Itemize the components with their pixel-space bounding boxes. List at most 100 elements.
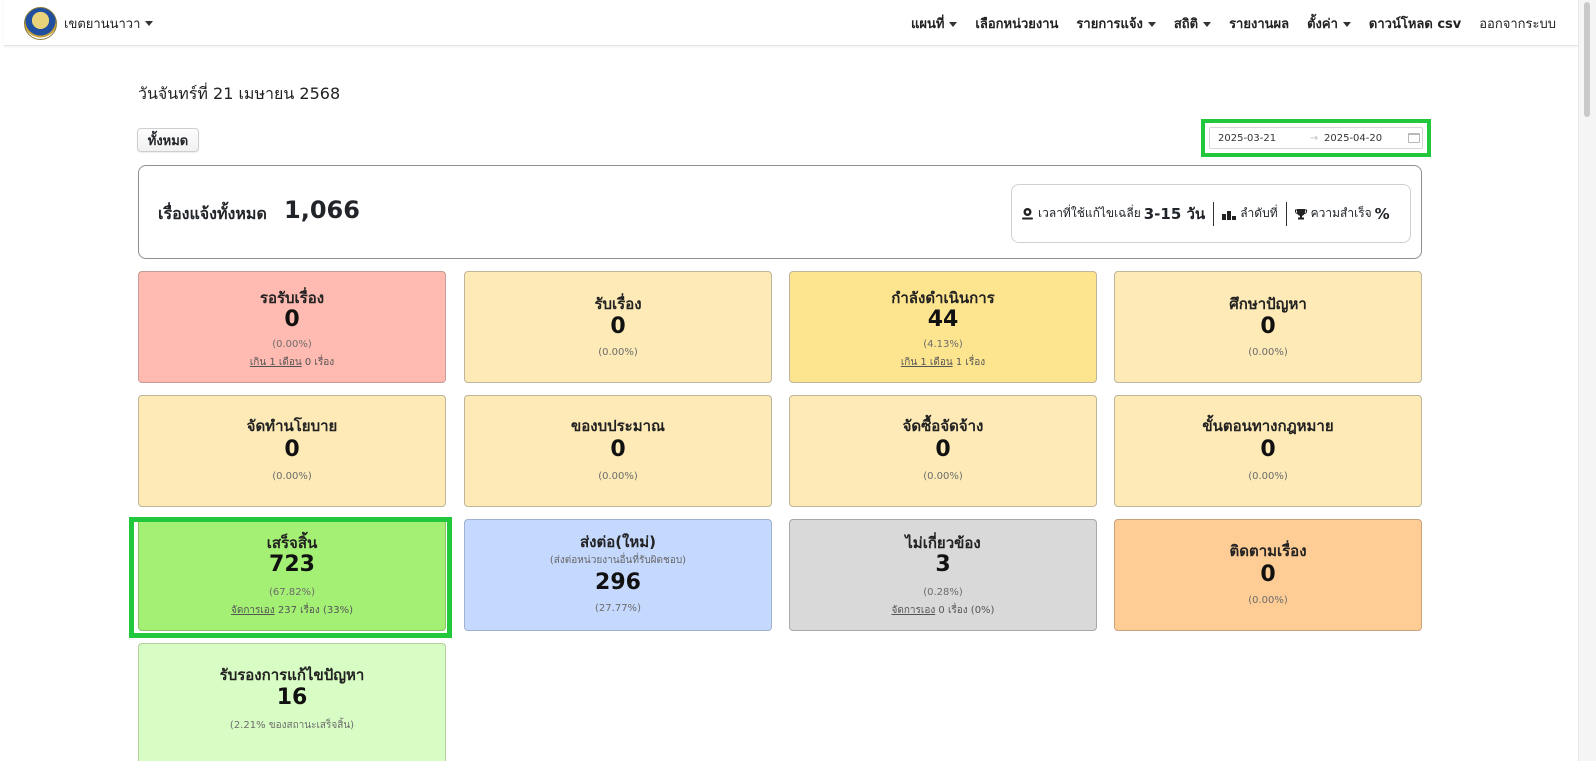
nav-item-logout[interactable]: ออกจากระบบ <box>1479 13 1556 34</box>
card-budget-pct: (0.00%) <box>598 471 638 482</box>
nav-item-reports-list-label: รายการแจ้ง <box>1076 16 1143 32</box>
card-procure-value: 0 <box>935 437 951 462</box>
nav-item-reports-list[interactable]: รายการแจ้ง <box>1076 13 1156 34</box>
self-managed-link[interactable]: จัดการเอง <box>230 605 275 616</box>
card-procure[interactable]: จัดซื้อจัดจ้าง 0 (0.00%) <box>789 395 1097 507</box>
avg-time-label: เวลาที่ใช้แก้ไขเฉลี่ย <box>1038 206 1141 220</box>
nav-item-results-label: รายงานผล <box>1229 16 1290 32</box>
card-forwarded-title: ส่งต่อ(ใหม่) <box>579 533 657 551</box>
nav-item-download-csv[interactable]: ดาวน์โหลด csv <box>1369 13 1461 34</box>
card-legal-pct: (0.00%) <box>1248 471 1288 482</box>
caret-down-icon <box>949 21 958 27</box>
nav-item-select-unit[interactable]: เลือกหน่วยงาน <box>975 13 1058 34</box>
card-done-value: 723 <box>269 552 315 577</box>
card-waiting-value: 0 <box>284 307 300 332</box>
card-study-pct: (0.00%) <box>1248 347 1288 358</box>
done-card-highlight <box>129 517 452 638</box>
map-pin-icon <box>1022 208 1033 220</box>
card-follow-value: 0 <box>1260 562 1276 587</box>
card-budget-title: ของบประมาณ <box>571 417 665 435</box>
card-received-pct: (0.00%) <box>598 347 638 358</box>
card-forwarded-pct: (27.77%) <box>595 603 641 614</box>
nav-item-map[interactable]: แผนที่ <box>911 13 958 34</box>
caret-down-icon <box>1147 21 1156 27</box>
scrollbar-thumb[interactable] <box>1584 2 1590 117</box>
calendar-icon[interactable] <box>1408 133 1420 143</box>
rank-label: ลำดับที่ <box>1240 206 1278 220</box>
self-managed-link[interactable]: จัดการเอง <box>891 605 936 616</box>
avg-time-stat: เวลาที่ใช้แก้ไขเฉลี่ย 3-15 วัน <box>1021 202 1205 226</box>
card-policy-pct: (0.00%) <box>272 471 312 482</box>
card-in-progress[interactable]: กำลังดำเนินการ 44 (4.13%) เกิน 1 เดือน 1… <box>789 271 1097 383</box>
brand-label: เขตยานนาวา <box>64 16 141 32</box>
rank-stat[interactable]: ลำดับที่ <box>1222 204 1278 223</box>
caret-down-icon <box>145 20 154 26</box>
success-label: ความสำเร็จ <box>1310 206 1372 220</box>
card-unrelated[interactable]: ไม่เกี่ยวข้อง 3 (0.28%) จัดการเอง 0 เรื่… <box>789 519 1097 631</box>
card-procure-pct: (0.00%) <box>923 471 963 482</box>
card-legal-value: 0 <box>1260 437 1276 462</box>
card-policy[interactable]: จัดทำนโยบาย 0 (0.00%) <box>138 395 446 507</box>
nav-item-download-csv-label: ดาวน์โหลด csv <box>1368 16 1462 32</box>
card-received[interactable]: รับเรื่อง 0 (0.00%) <box>464 271 772 383</box>
caret-down-icon <box>1342 21 1351 27</box>
card-in-progress-pct: (4.13%) <box>923 339 963 350</box>
card-waiting[interactable]: รอรับเรื่อง 0 (0.00%) เกิน 1 เดือน 0 เรื… <box>138 271 446 383</box>
card-in-progress-value: 44 <box>927 307 959 332</box>
card-certified[interactable]: รับรองการแก้ไขปัญหา 16 (2.21% ของสถานะเส… <box>138 643 446 761</box>
card-forwarded-note: (ส่งต่อหน่วยงานอื่นที่รับผิดชอบ) <box>549 555 687 566</box>
page-title-date: วันจันทร์ที่ 21 เมษายน 2568 <box>138 84 341 103</box>
card-policy-title: จัดทำนโยบาย <box>246 417 338 435</box>
nav-item-results[interactable]: รายงานผล <box>1229 13 1289 34</box>
nav-item-statistics-label: สถิติ <box>1173 16 1199 32</box>
card-done-sub: จัดการเอง 237 เรื่อง (33%) <box>139 603 445 618</box>
card-done[interactable]: เสร็จสิ้น 723 (67.82%) จัดการเอง 237 เรื… <box>138 519 446 631</box>
card-budget-value: 0 <box>610 437 626 462</box>
card-legal[interactable]: ขั้นตอนทางกฎหมาย 0 (0.00%) <box>1114 395 1422 507</box>
card-certified-title: รับรองการแก้ไขปัญหา <box>219 666 365 684</box>
card-in-progress-sub: เกิน 1 เดือน 1 เรื่อง <box>790 355 1096 370</box>
card-study-title: ศึกษาปัญหา <box>1229 295 1307 313</box>
summary-panel: เรื่องแจ้งทั้งหมด 1,066 เวลาที่ใช้แก้ไขเ… <box>138 165 1422 259</box>
card-certified-value: 16 <box>276 685 308 710</box>
card-in-progress-sub-rest: 1 เรื่อง <box>952 357 986 368</box>
card-unrelated-sub-rest: 0 เรื่อง (0%) <box>935 605 995 616</box>
nav-item-logout-label: ออกจากระบบ <box>1479 16 1556 32</box>
podium-icon <box>1222 210 1237 220</box>
date-end-input[interactable]: 2025-04-20 <box>1324 132 1383 144</box>
card-done-sub-rest: 237 เรื่อง (33%) <box>274 605 354 616</box>
card-forwarded-value: 296 <box>595 570 641 595</box>
district-logo <box>24 6 57 40</box>
total-reports-label: เรื่องแจ้งทั้งหมด <box>158 204 267 223</box>
nav-item-settings[interactable]: ตั้งค่า <box>1307 13 1351 34</box>
over-one-month-link[interactable]: เกิน 1 เดือน <box>900 357 953 368</box>
card-legal-title: ขั้นตอนทางกฎหมาย <box>1202 417 1334 435</box>
all-button[interactable]: ทั้งหมด <box>137 128 199 152</box>
card-follow[interactable]: ติดตามเรื่อง 0 (0.00%) <box>1114 519 1422 631</box>
card-forwarded[interactable]: ส่งต่อ(ใหม่) (ส่งต่อหน่วยงานอื่นที่รับผิ… <box>464 519 772 631</box>
trophy-icon <box>1294 208 1307 219</box>
card-done-title: เสร็จสิ้น <box>266 534 318 552</box>
card-certified-pct: (2.21% ของสถานะเสร็จสิ้น) <box>229 720 355 731</box>
card-budget[interactable]: ของบประมาณ 0 (0.00%) <box>464 395 772 507</box>
over-one-month-link[interactable]: เกิน 1 เดือน <box>249 357 302 368</box>
nav-item-statistics[interactable]: สถิติ <box>1173 13 1212 34</box>
card-follow-title: ติดตามเรื่อง <box>1229 542 1307 560</box>
card-unrelated-sub: จัดการเอง 0 เรื่อง (0%) <box>790 603 1096 618</box>
nav-item-select-unit-label: เลือกหน่วยงาน <box>975 16 1059 32</box>
date-start-input[interactable]: 2025-03-21 <box>1218 132 1277 144</box>
caret-down-icon <box>1203 21 1212 27</box>
page-scrollbar[interactable] <box>1578 0 1596 761</box>
card-in-progress-title: กำลังดำเนินการ <box>891 289 995 307</box>
brand-dropdown[interactable]: เขตยานนาวา <box>24 6 154 40</box>
divider <box>1213 201 1215 226</box>
card-study[interactable]: ศึกษาปัญหา 0 (0.00%) <box>1114 271 1422 383</box>
card-unrelated-pct: (0.28%) <box>923 587 963 598</box>
divider <box>1285 201 1287 226</box>
success-stat[interactable]: ความสำเร็จ % <box>1294 204 1390 223</box>
card-procure-title: จัดซื้อจัดจ้าง <box>902 417 984 435</box>
card-done-pct: (67.82%) <box>269 587 315 598</box>
date-range-picker[interactable]: 2025-03-21 → 2025-04-20 <box>1209 127 1423 149</box>
card-waiting-title: รอรับเรื่อง <box>259 289 325 307</box>
nav-item-settings-label: ตั้งค่า <box>1307 16 1338 32</box>
